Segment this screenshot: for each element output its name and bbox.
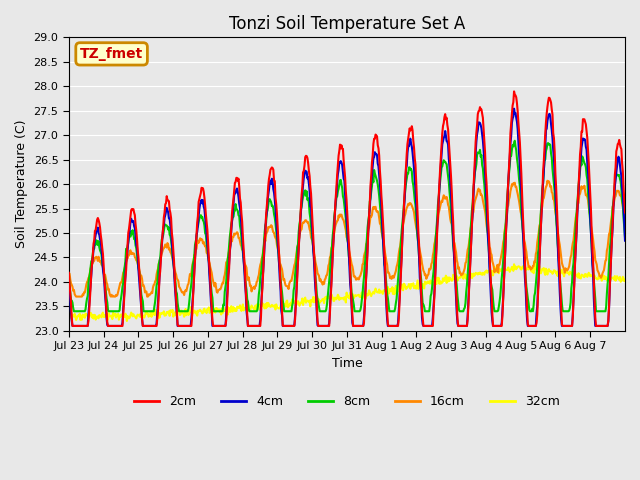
Line: 8cm: 8cm (69, 141, 625, 311)
16cm (65, 270, 73, 276)
Title: Tonzi Soil Temperature Set A: Tonzi Soil Temperature Set A (228, 15, 465, 33)
8cm (282, 308, 289, 314)
8cm (436, 179, 444, 185)
16cm (131, 254, 139, 260)
16cm (233, 229, 241, 235)
2cm (282, 323, 289, 329)
16cm (72, 294, 80, 300)
4cm (260, 240, 268, 246)
4cm (65, 281, 73, 287)
Legend: 2cm, 4cm, 8cm, 16cm, 32cm: 2cm, 4cm, 8cm, 16cm, 32cm (129, 390, 565, 413)
2cm (621, 210, 629, 216)
4cm (68, 323, 76, 329)
8cm (405, 165, 413, 170)
2cm (68, 323, 76, 329)
4cm (233, 186, 241, 192)
8cm (511, 138, 518, 144)
4cm (510, 106, 518, 111)
32cm (532, 260, 540, 266)
8cm (233, 207, 241, 213)
2cm (510, 88, 518, 94)
2cm (131, 212, 139, 218)
8cm (131, 236, 139, 242)
16cm (543, 178, 551, 184)
32cm (131, 313, 139, 319)
8cm (70, 308, 78, 314)
X-axis label: Time: Time (332, 357, 362, 370)
8cm (621, 234, 629, 240)
4cm (282, 323, 289, 329)
16cm (621, 216, 629, 222)
4cm (405, 144, 413, 149)
Line: 16cm: 16cm (69, 181, 625, 297)
32cm (621, 277, 629, 283)
4cm (621, 238, 629, 243)
8cm (260, 230, 268, 236)
16cm (436, 204, 444, 210)
32cm (405, 281, 413, 287)
2cm (233, 175, 241, 181)
16cm (405, 202, 413, 208)
16cm (260, 236, 268, 242)
32cm (233, 304, 241, 310)
32cm (65, 313, 73, 319)
32cm (436, 278, 444, 284)
Line: 4cm: 4cm (69, 108, 625, 326)
32cm (282, 304, 289, 310)
Y-axis label: Soil Temperature (C): Soil Temperature (C) (15, 120, 28, 248)
2cm (436, 167, 444, 172)
2cm (405, 130, 413, 136)
Line: 32cm: 32cm (69, 263, 625, 321)
Text: TZ_fmet: TZ_fmet (80, 47, 143, 61)
4cm (131, 225, 139, 231)
4cm (436, 172, 444, 178)
32cm (123, 318, 131, 324)
32cm (260, 306, 268, 312)
2cm (260, 238, 268, 243)
2cm (65, 270, 73, 276)
8cm (65, 274, 73, 280)
16cm (282, 283, 289, 288)
Line: 2cm: 2cm (69, 91, 625, 326)
